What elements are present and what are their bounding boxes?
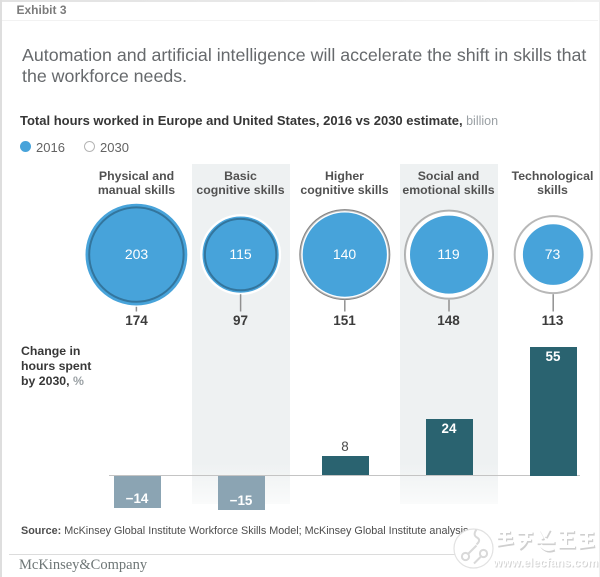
svg-text:www.elecfans.com: www.elecfans.com — [492, 556, 598, 570]
svg-text:www.elecfans.com: www.elecfans.com — [493, 557, 599, 571]
